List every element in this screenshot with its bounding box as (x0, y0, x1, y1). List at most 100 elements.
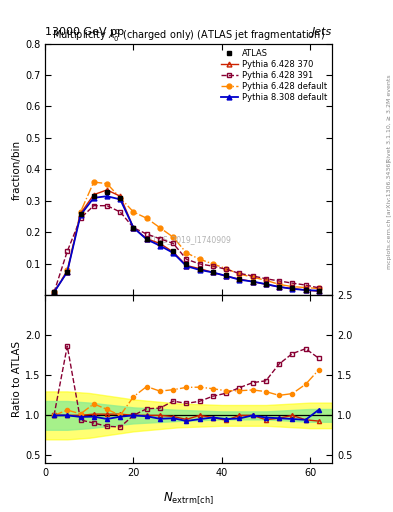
ATLAS (211, 269, 215, 275)
Pythia 6.428 default (51, 289, 56, 295)
Line: Pythia 6.428 391: Pythia 6.428 391 (51, 203, 321, 295)
Pythia 6.428 391 (131, 225, 136, 231)
ATLAS (264, 281, 268, 287)
Pythia 8.308 default (224, 273, 228, 279)
Pythia 6.428 391 (184, 256, 189, 262)
Pythia 6.428 370 (264, 281, 268, 287)
Line: Pythia 6.428 370: Pythia 6.428 370 (51, 187, 321, 295)
Pythia 8.308 default (144, 237, 149, 243)
Line: Pythia 6.428 default: Pythia 6.428 default (51, 180, 321, 295)
ATLAS (277, 284, 281, 290)
Line: Pythia 8.308 default: Pythia 8.308 default (51, 194, 321, 295)
Text: mcplots.cern.ch [arXiv:1306.3436]: mcplots.cern.ch [arXiv:1306.3436] (387, 161, 392, 269)
Pythia 6.428 391 (224, 266, 228, 272)
Text: 13000 GeV pp: 13000 GeV pp (45, 27, 124, 37)
Pythia 8.308 default (303, 287, 308, 293)
Pythia 8.308 default (264, 281, 268, 287)
Pythia 6.428 370 (118, 193, 123, 199)
Pythia 6.428 391 (78, 215, 83, 221)
Pythia 6.428 391 (237, 270, 242, 276)
Pythia 6.428 370 (131, 225, 136, 231)
Pythia 6.428 default (65, 267, 70, 273)
Pythia 6.428 default (197, 256, 202, 262)
Pythia 6.428 370 (171, 249, 176, 255)
ATLAS (250, 279, 255, 285)
Pythia 8.308 default (51, 289, 56, 295)
Pythia 8.308 default (118, 196, 123, 202)
Pythia 6.428 370 (197, 266, 202, 272)
Pythia 6.428 391 (92, 203, 96, 209)
ATLAS (131, 225, 136, 231)
Text: Rivet 3.1.10, ≥ 3.2M events: Rivet 3.1.10, ≥ 3.2M events (387, 74, 392, 162)
Pythia 8.308 default (171, 250, 176, 256)
Pythia 6.428 default (144, 215, 149, 221)
Pythia 6.428 default (184, 250, 189, 256)
Pythia 6.428 370 (65, 269, 70, 275)
Pythia 6.428 391 (264, 275, 268, 282)
Text: $N_{\rm extrm[ch]}$: $N_{\rm extrm[ch]}$ (163, 490, 214, 507)
Pythia 6.428 default (171, 234, 176, 240)
Pythia 8.308 default (78, 212, 83, 218)
ATLAS (92, 193, 96, 199)
ATLAS (303, 287, 308, 293)
Pythia 6.428 391 (211, 263, 215, 269)
Pythia 6.428 default (131, 209, 136, 215)
Pythia 6.428 370 (92, 191, 96, 198)
Pythia 6.428 370 (224, 273, 228, 279)
Pythia 6.428 default (78, 209, 83, 215)
ATLAS (290, 285, 295, 291)
Pythia 6.428 default (303, 285, 308, 291)
Pythia 8.308 default (105, 193, 109, 199)
Pythia 8.308 default (250, 279, 255, 285)
Pythia 6.428 default (316, 285, 321, 291)
Legend: ATLAS, Pythia 6.428 370, Pythia 6.428 391, Pythia 6.428 default, Pythia 8.308 de: ATLAS, Pythia 6.428 370, Pythia 6.428 39… (219, 46, 330, 104)
Pythia 6.428 default (250, 274, 255, 280)
Pythia 6.428 370 (237, 276, 242, 282)
Pythia 6.428 default (224, 266, 228, 272)
Pythia 6.428 370 (277, 284, 281, 290)
Line: ATLAS: ATLAS (51, 189, 321, 295)
Pythia 6.428 370 (303, 287, 308, 293)
Pythia 8.308 default (65, 269, 70, 275)
Pythia 6.428 391 (51, 289, 56, 295)
ATLAS (316, 288, 321, 294)
Pythia 8.308 default (184, 263, 189, 269)
ATLAS (171, 248, 176, 254)
ATLAS (118, 195, 123, 201)
Pythia 6.428 391 (144, 231, 149, 237)
Pythia 6.428 391 (250, 273, 255, 279)
Pythia 6.428 370 (158, 241, 162, 247)
ATLAS (65, 269, 70, 275)
Pythia 6.428 370 (316, 288, 321, 294)
Pythia 6.428 391 (290, 280, 295, 286)
Pythia 8.308 default (211, 269, 215, 275)
Pythia 6.428 default (92, 179, 96, 185)
Pythia 6.428 370 (184, 263, 189, 269)
Pythia 6.428 default (290, 284, 295, 290)
ATLAS (158, 241, 162, 247)
ATLAS (105, 188, 109, 195)
Pythia 6.428 370 (144, 236, 149, 242)
Pythia 6.428 370 (105, 187, 109, 193)
ATLAS (144, 236, 149, 242)
Pythia 6.428 391 (171, 241, 176, 247)
ATLAS (184, 261, 189, 267)
Y-axis label: fraction/bin: fraction/bin (12, 139, 22, 200)
Pythia 6.428 default (211, 261, 215, 267)
Pythia 6.428 391 (316, 285, 321, 291)
ATLAS (51, 289, 56, 295)
Pythia 6.428 default (237, 271, 242, 277)
Pythia 6.428 370 (290, 285, 295, 291)
Pythia 6.428 370 (51, 289, 56, 295)
Pythia 8.308 default (92, 195, 96, 201)
Pythia 6.428 default (277, 281, 281, 287)
Pythia 8.308 default (290, 286, 295, 292)
Pythia 8.308 default (158, 243, 162, 249)
Pythia 8.308 default (316, 288, 321, 294)
ATLAS (224, 272, 228, 278)
ATLAS (78, 210, 83, 217)
Text: Jets: Jets (312, 27, 332, 37)
Pythia 8.308 default (197, 267, 202, 273)
Pythia 6.428 391 (303, 282, 308, 288)
Pythia 8.308 default (237, 276, 242, 283)
